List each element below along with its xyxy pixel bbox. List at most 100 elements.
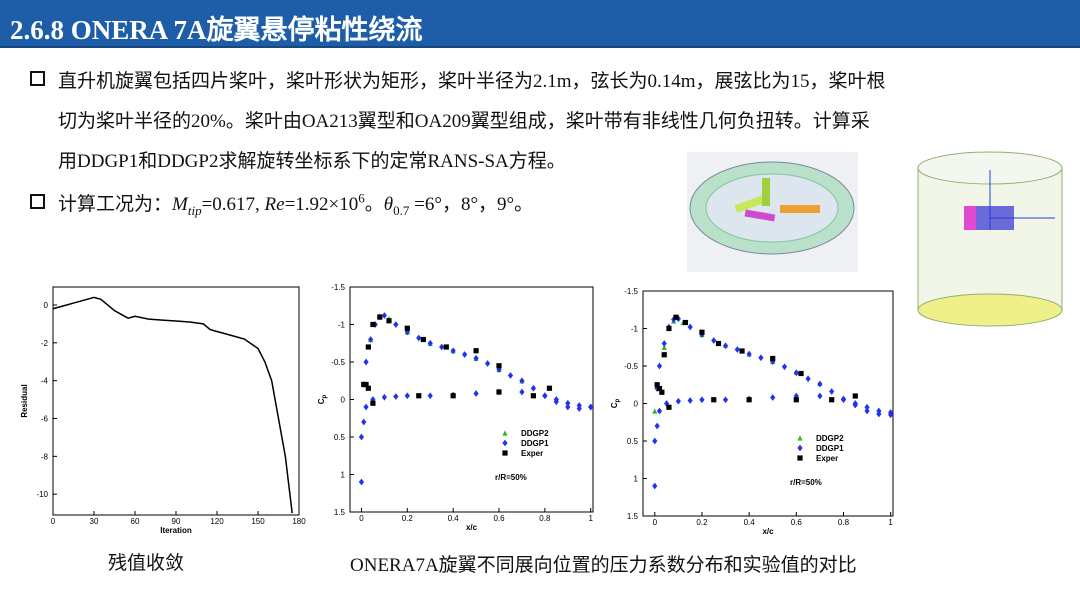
square-marker: [797, 455, 803, 461]
text: =6°，8°，9°。: [409, 194, 534, 215]
diamond-marker: [393, 321, 399, 328]
text: =0.617,: [201, 194, 265, 215]
diamond-marker: [864, 407, 870, 415]
diamond-marker: [864, 403, 870, 411]
y-tick-label: 1.5: [334, 508, 346, 517]
header: 2.6.8 ONERA 7A旋翼悬停粘性绕流: [0, 0, 1080, 48]
diamond-marker: [722, 396, 729, 404]
diamond-marker: [687, 323, 693, 331]
y-tick-label: -1: [631, 325, 639, 334]
square-marker: [666, 404, 672, 410]
diamond-marker: [675, 397, 681, 405]
caption: 残值收敛: [108, 553, 185, 574]
diamond-marker: [588, 403, 594, 411]
residual-line: [52, 296, 293, 514]
diamond-marker: [416, 334, 422, 342]
triangle-marker: [652, 408, 658, 414]
text: =1.92×10: [284, 194, 359, 215]
square-marker: [365, 385, 371, 391]
legend-label: DDGP1: [816, 444, 844, 453]
square-marker: [711, 397, 717, 403]
diamond-marker: [746, 350, 752, 358]
x-tick-label: 1: [888, 518, 893, 527]
text: 计算工况为：: [58, 194, 173, 215]
diamond-marker: [496, 366, 502, 373]
y-tick-label: 0.5: [334, 433, 346, 442]
diamond-marker: [462, 351, 468, 358]
diamond-marker: [888, 411, 894, 419]
text-line: 计算工况为：Mtip=0.617, Re=1.92×106。θ0.7 =6°，8…: [58, 189, 533, 219]
y-tick-label: 0.5: [627, 437, 639, 446]
y-tick-label: -1.5: [624, 287, 638, 296]
square-marker: [661, 352, 667, 358]
diamond-marker: [381, 312, 387, 319]
y-axis-label-text: Residual: [20, 384, 29, 417]
diamond-marker: [576, 402, 582, 409]
triangle-marker: [661, 344, 667, 350]
text-line: 切为桨叶半径的20%。桨叶由OA213翼型和OA209翼型组成，桨叶带有非线性几…: [58, 111, 870, 132]
y-axis-label-sub: p: [615, 398, 621, 402]
diamond-marker: [711, 337, 717, 344]
diamond-marker: [542, 392, 548, 400]
y-tick-label: 1: [341, 471, 346, 480]
x-tick-label: 1: [588, 514, 593, 523]
diamond-marker: [358, 433, 365, 441]
diamond-marker: [565, 403, 571, 411]
rotor-mesh-image: [687, 152, 858, 272]
square-marker: [370, 400, 376, 406]
y-axis-label: Residual: [20, 384, 29, 417]
diamond-marker: [656, 407, 663, 415]
bullet-marker: [30, 71, 45, 86]
bullet-marker: [30, 194, 45, 209]
diamond-marker: [370, 396, 376, 403]
y-tick-label: -10: [36, 490, 48, 499]
diamond-marker: [770, 394, 776, 401]
x-tick-label: 0: [51, 517, 56, 526]
x-tick-label: 120: [210, 517, 224, 526]
y-tick-label: -2: [41, 339, 49, 348]
diamond-marker: [758, 354, 764, 362]
square-marker: [496, 363, 502, 369]
title: 2.6.8 ONERA 7A旋翼悬停粘性绕流: [10, 15, 423, 45]
diamond-marker: [661, 340, 667, 347]
square-marker: [673, 314, 679, 320]
diamond-marker: [361, 418, 367, 426]
diamond-marker: [829, 388, 835, 395]
square-marker: [386, 318, 392, 324]
square-marker: [370, 321, 376, 328]
diamond-marker: [363, 358, 369, 366]
x-axis-label: x/c: [466, 523, 478, 532]
square-marker: [798, 370, 804, 377]
x-tick-label: 0.2: [402, 514, 414, 523]
caption: ONERA7A旋翼不同展向位置的压力系数分布和实验值的对比: [350, 555, 857, 576]
diamond-marker: [519, 377, 525, 385]
diamond-marker: [793, 369, 799, 377]
x-tick-label: 0.2: [696, 518, 708, 527]
text: Re: [264, 194, 285, 215]
square-marker: [739, 348, 745, 354]
diamond-marker: [530, 384, 536, 392]
x-tick-label: 0: [359, 514, 364, 523]
y-tick-label: 0: [341, 396, 346, 405]
square-marker: [404, 325, 410, 331]
square-marker: [365, 344, 371, 350]
diamond-marker: [404, 392, 410, 400]
annotation: r/R=50%: [495, 473, 527, 482]
square-marker: [770, 355, 776, 362]
square-marker: [746, 397, 752, 403]
diamond-marker: [817, 380, 823, 388]
diamond-marker: [439, 343, 445, 351]
diamond-marker: [852, 400, 858, 407]
diamond-marker: [368, 336, 374, 343]
diamond-marker: [565, 399, 571, 407]
text-line: 直升机旋翼包括四片桨叶，桨叶形状为矩形，桨叶半径为2.1m，弦长为0.14m，展…: [58, 71, 886, 92]
square-marker: [416, 393, 422, 399]
y-axis-label-text: C: [317, 398, 326, 404]
diamond-marker: [652, 437, 658, 445]
y-tick-label: -4: [41, 377, 49, 386]
square-marker: [654, 382, 660, 388]
square-marker: [829, 397, 835, 403]
diamond-marker: [805, 375, 811, 383]
square-marker: [546, 385, 553, 391]
